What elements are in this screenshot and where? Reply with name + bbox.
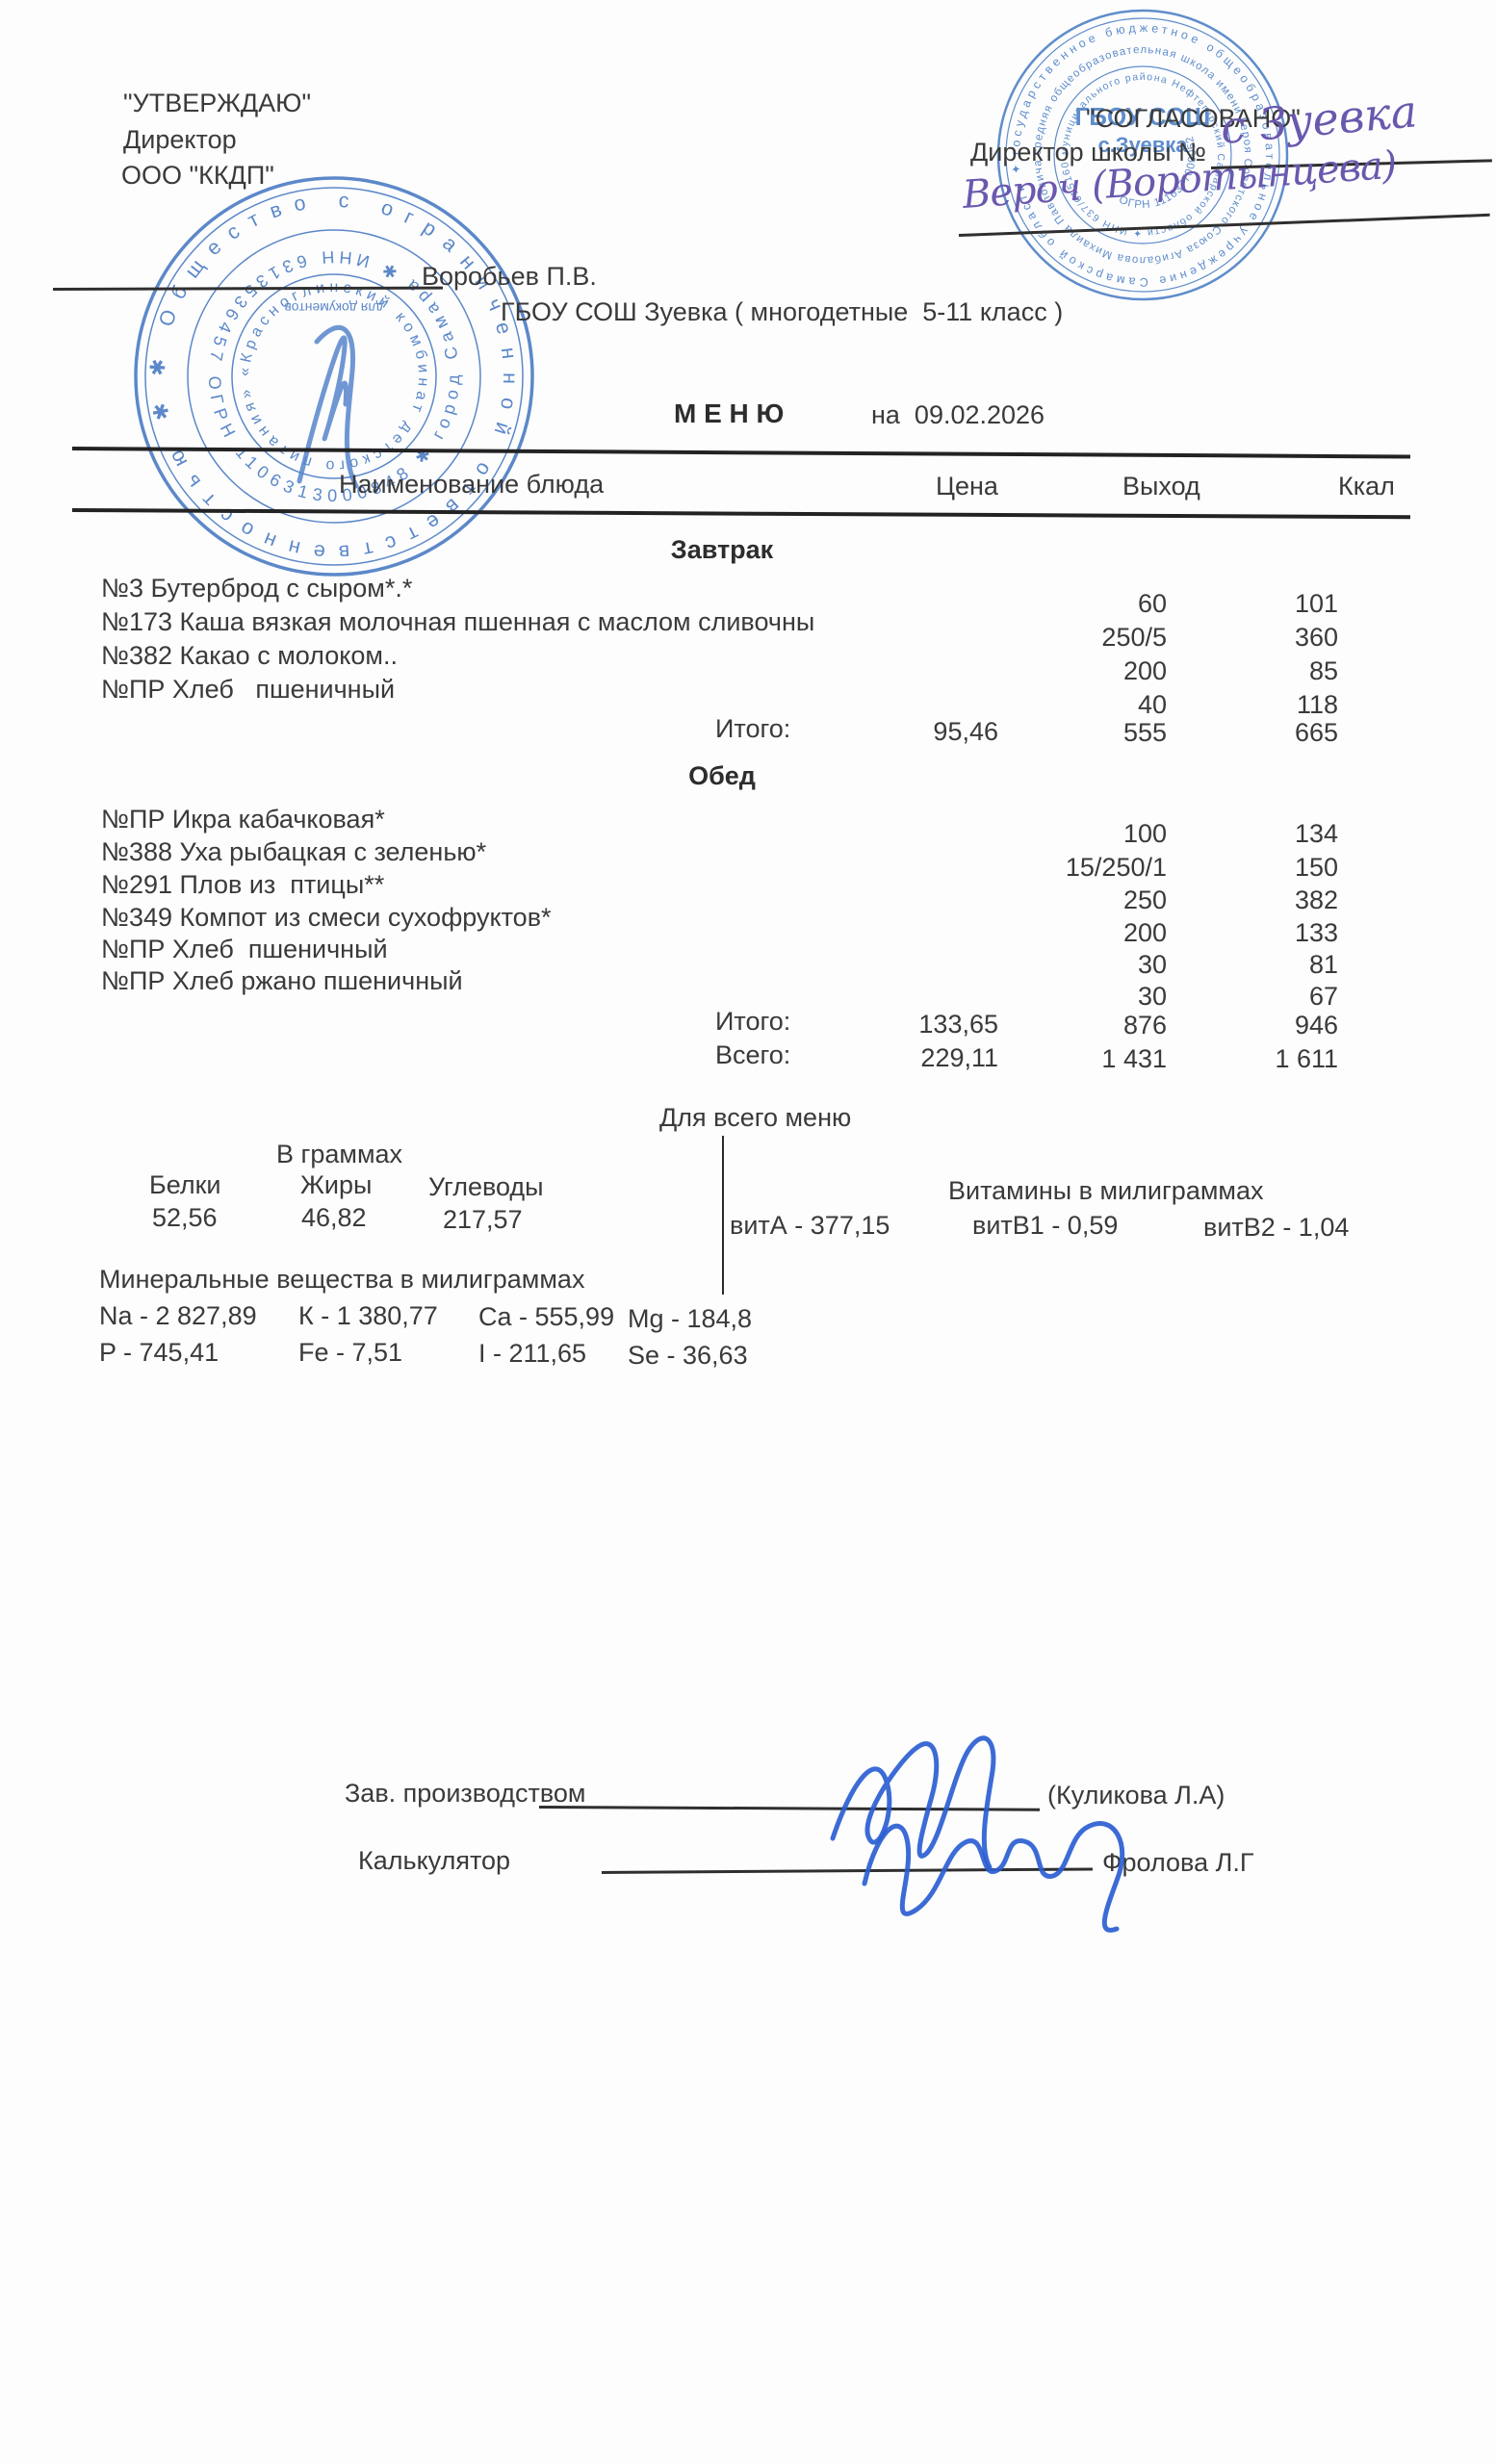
school-stamp-location: с.Зуевка	[1097, 133, 1188, 157]
menu-date: на 09.02.2026	[871, 400, 1045, 429]
grand-total-kcal: 1 611	[1275, 1044, 1338, 1073]
breakfast-total-kcal: 665	[1294, 718, 1338, 747]
stamp-signature-ink	[297, 324, 359, 489]
grand-total-output: 1 431	[1101, 1044, 1167, 1073]
menu-item-name: №291 Плов из птицы**	[101, 870, 385, 899]
menu-item-kcal: 133	[1294, 918, 1338, 947]
menu-item-name: №ПР Хлеб пшеничный	[101, 935, 388, 963]
school-class-line: ГБОУ СОШ Зуевка ( многодетные 5-11 класс…	[501, 297, 1064, 326]
protein-label: Белки	[149, 1170, 221, 1199]
grams-title: В граммах	[276, 1140, 403, 1168]
col-header-kcal: Ккал	[1338, 472, 1395, 500]
menu-item-kcal: 360	[1294, 623, 1338, 652]
lunch-total-output: 876	[1122, 1011, 1167, 1040]
grand-total-price: 229,11	[920, 1043, 998, 1072]
vitamin-b2-value: витВ2 - 1,04	[1203, 1213, 1350, 1242]
stamp-center-label: для документов	[284, 300, 384, 316]
breakfast-total-output: 555	[1122, 718, 1167, 747]
menu-item-kcal: 150	[1294, 853, 1338, 882]
breakfast-total-label: Итого:	[715, 714, 791, 743]
fat-value: 46,82	[301, 1203, 367, 1232]
approve-left-quote: "УТВЕРЖДАЮ"	[123, 89, 312, 117]
grand-total-label: Всего:	[715, 1040, 791, 1069]
col-header-output: Выход	[1122, 472, 1200, 500]
menu-item-name: №ПР Хлеб ржано пшеничный	[101, 966, 463, 995]
mineral-ca: Ca - 555,99	[478, 1302, 615, 1331]
approve-left-role: Директор	[123, 125, 237, 154]
menu-item-kcal: 67	[1308, 982, 1338, 1011]
menu-item-output: 15/250/1	[1065, 853, 1167, 882]
col-header-price: Цена	[936, 472, 998, 500]
director-name: Воробьев П.В.	[422, 262, 597, 291]
menu-item-output: 60	[1137, 589, 1167, 618]
vitamin-a-value: витА - 377,15	[730, 1211, 890, 1240]
menu-title: М Е Н Ю	[674, 398, 785, 428]
calculator-signature-ink	[862, 1821, 1125, 1933]
mineral-i: I - 211,65	[478, 1339, 587, 1368]
carbs-value: 217,57	[443, 1205, 523, 1234]
section-title-breakfast: Завтрак	[670, 535, 774, 564]
lunch-total-price: 133,65	[918, 1010, 998, 1039]
menu-item-output: 250/5	[1101, 623, 1167, 652]
menu-item-output: 200	[1122, 918, 1167, 947]
menu-item-kcal: 382	[1294, 886, 1338, 914]
calculator-label: Калькулятор	[358, 1846, 511, 1875]
mineral-fe: Fe - 7,51	[298, 1338, 403, 1367]
menu-item-name: №382 Какао с молоком..	[101, 641, 398, 670]
school-stamp-title: ГБОУ СОШ	[1075, 102, 1211, 131]
menu-item-name: №ПР Хлеб пшеничный	[101, 675, 396, 704]
menu-item-name: №388 Уха рыбацкая с зеленью*	[101, 837, 487, 866]
lunch-total-kcal: 946	[1294, 1011, 1338, 1040]
menu-item-name: №ПР Икра кабачковая*	[101, 805, 385, 834]
menu-item-kcal: 101	[1294, 589, 1338, 618]
menu-item-output: 200	[1122, 656, 1167, 685]
menu-item-output: 250	[1122, 886, 1167, 914]
nutrition-title: Для всего меню	[659, 1103, 852, 1132]
lunch-total-label: Итого:	[715, 1007, 791, 1036]
svg-text:✱ Общество с ограниченной отв: ✱ Общество с ограниченной ответственност…	[146, 189, 522, 564]
company-stamp: ✱ Общество с ограниченной ответственност…	[134, 176, 534, 577]
col-header-name: Наименование блюда	[339, 470, 605, 499]
menu-item-name: №349 Компот из смеси сухофруктов*	[101, 903, 552, 932]
menu-item-output: 30	[1137, 950, 1167, 979]
menu-item-kcal: 118	[1296, 690, 1338, 719]
menu-item-output: 30	[1137, 982, 1167, 1011]
fat-label: Жиры	[300, 1170, 373, 1199]
minerals-title: Минеральные вещества в милиграммах	[99, 1265, 585, 1294]
mineral-se: Se - 36,63	[628, 1341, 748, 1370]
production-manager-label: Зав. производством	[345, 1779, 586, 1808]
mineral-na: Na - 2 827,89	[99, 1301, 257, 1330]
vitamin-b1-value: витВ1 - 0,59	[972, 1211, 1119, 1240]
mineral-k: К - 1 380,77	[298, 1301, 438, 1330]
menu-item-output: 40	[1137, 690, 1167, 719]
approve-right-role: Директор школы №	[970, 138, 1206, 167]
mineral-mg: Mg - 184,8	[628, 1304, 753, 1333]
menu-item-name: №3 Бутерброд с сыром*.*	[101, 574, 413, 603]
school-stamp: государственное бюджетное общеобразовате…	[996, 9, 1289, 301]
production-manager-signature-ink	[830, 1735, 996, 1870]
menu-item-name: №173 Каша вязкая молочная пшенная с масл…	[101, 607, 815, 636]
production-manager-name: (Куликова Л.А)	[1047, 1781, 1225, 1810]
breakfast-total-price: 95,46	[933, 717, 998, 746]
nutrition-divider	[722, 1136, 724, 1295]
approve-right-quote: "СОГЛАСОВАНО"	[1086, 104, 1301, 133]
vitamins-title: Витамины в милиграммах	[948, 1176, 1264, 1205]
section-title-lunch: Обед	[688, 761, 756, 790]
approve-left-org: ООО "ККДП"	[121, 161, 274, 190]
menu-item-kcal: 85	[1308, 656, 1338, 685]
menu-item-kcal: 134	[1294, 819, 1338, 848]
carbs-label: Углеводы	[428, 1172, 544, 1201]
mineral-p: P - 745,41	[99, 1338, 219, 1367]
menu-item-kcal: 81	[1308, 950, 1338, 979]
stamp-ring-outer: ✱ Общество с ограниченной ответственност…	[146, 189, 521, 564]
protein-value: 52,56	[152, 1203, 218, 1232]
menu-item-output: 100	[1122, 819, 1167, 848]
